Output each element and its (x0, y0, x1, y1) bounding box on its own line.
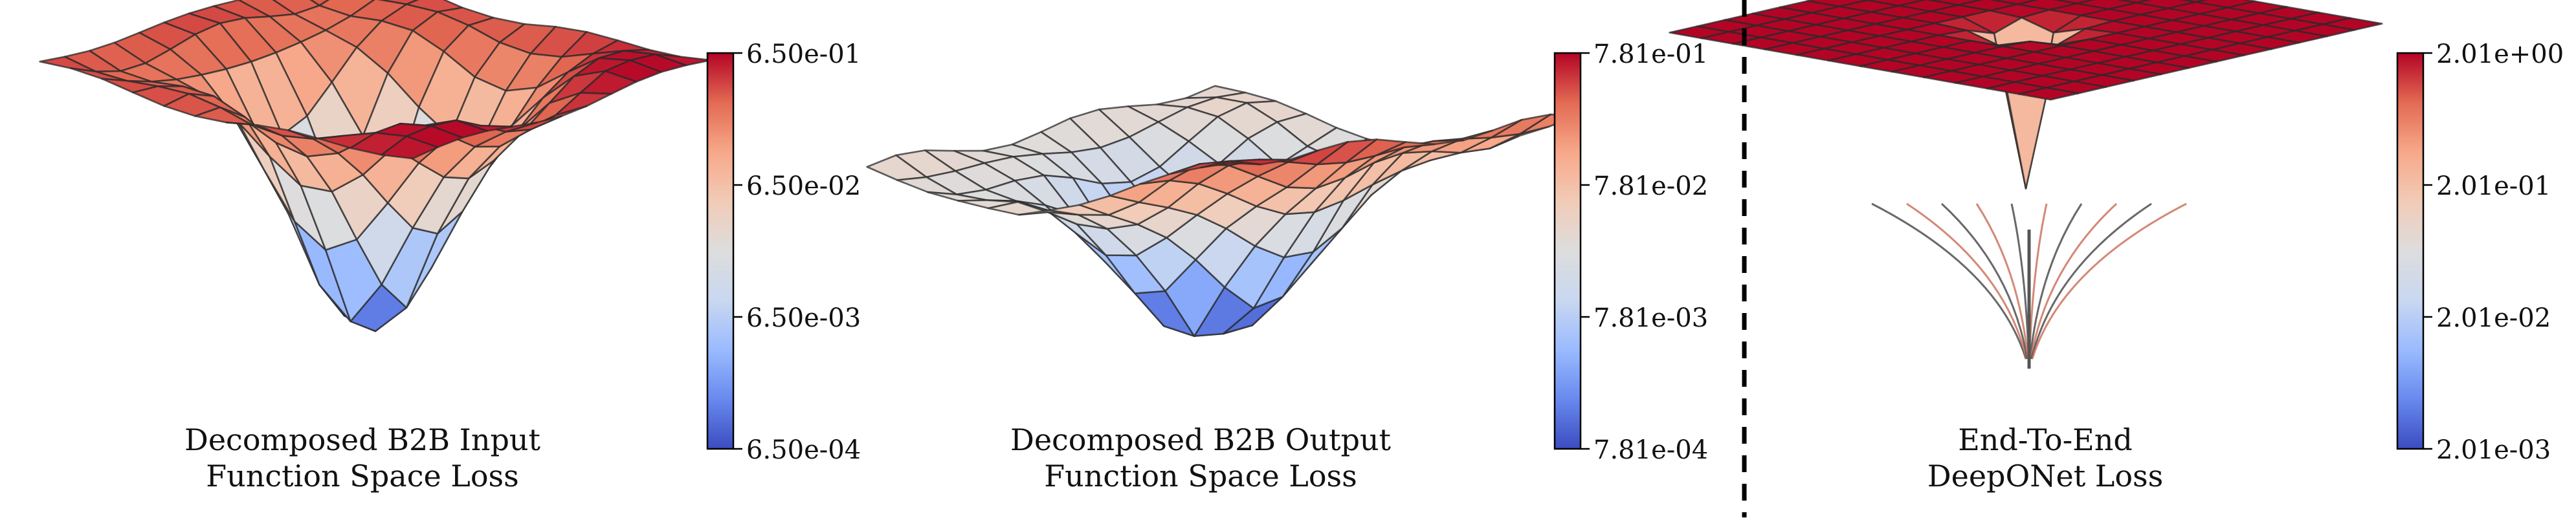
panel-title-1-line-2: Function Space Loss (39, 458, 686, 494)
panel-title-2-line-2: Function Space Loss (877, 458, 1524, 494)
colorbar-2-tick-label: 7.81e-02 (1593, 171, 1708, 201)
panel-title-1: Decomposed B2B Input Function Space Loss (39, 422, 686, 494)
panel-title-3-line-1: End-To-End (1722, 422, 2369, 458)
colorbar-2: 7.81e-01 7.81e-02 7.81e-03 7.81e-04 (1555, 39, 1708, 465)
colorbar-1-tick-label: 6.50e-04 (746, 435, 861, 465)
colorbar-1-tick-label: 6.50e-03 (746, 303, 861, 333)
colorbar-3-tick-label: 2.01e-02 (2436, 303, 2551, 333)
panel-title-3-line-2: DeepONet Loss (1722, 458, 2369, 494)
colorbar-1-tick-label: 6.50e-02 (746, 171, 861, 201)
colorbar-2-tick-label: 7.81e-04 (1593, 435, 1708, 465)
colorbar-1: 6.50e-01 6.50e-02 6.50e-03 6.50e-04 (707, 39, 861, 465)
panel-title-1-line-1: Decomposed B2B Input (39, 422, 686, 458)
panel-title-2-line-1: Decomposed B2B Output (877, 422, 1524, 458)
colorbar-1-tick-label: 6.50e-01 (746, 39, 861, 69)
surface-panel-2 (867, 86, 1580, 336)
surface-3-spike-line (1942, 204, 2027, 359)
surface-3-spike-line (2032, 204, 2151, 359)
colorbar-3-tick-label: 2.01e-03 (2436, 435, 2551, 465)
colorbar-3-tick-label: 2.01e-01 (2436, 171, 2551, 201)
surface-3-spike-line (1872, 204, 2026, 359)
colorbar-2-tick-label: 7.81e-03 (1593, 303, 1708, 333)
colorbar-2-tick-label: 7.81e-01 (1593, 39, 1708, 69)
surface-3-spike (1872, 204, 2186, 369)
colorbar-3-gradient (2397, 53, 2423, 449)
panel-title-3: End-To-End DeepONet Loss (1722, 422, 2369, 494)
panel-title-2: Decomposed B2B Output Function Space Los… (877, 422, 1524, 494)
colorbar-3: 2.01e+00 2.01e-01 2.01e-02 2.01e-03 (2397, 39, 2564, 465)
colorbar-2-gradient (1555, 53, 1581, 449)
surface-3-spike-line (2032, 204, 2186, 359)
surface-3-spike-line (1907, 204, 2026, 359)
surface-3-spike-line (2031, 204, 2116, 359)
colorbar-1-gradient (707, 53, 733, 449)
colorbar-3-tick-label: 2.01e+00 (2436, 39, 2564, 69)
surface-panel-3 (1670, 0, 2382, 369)
surface-panel-1 (40, 0, 711, 331)
